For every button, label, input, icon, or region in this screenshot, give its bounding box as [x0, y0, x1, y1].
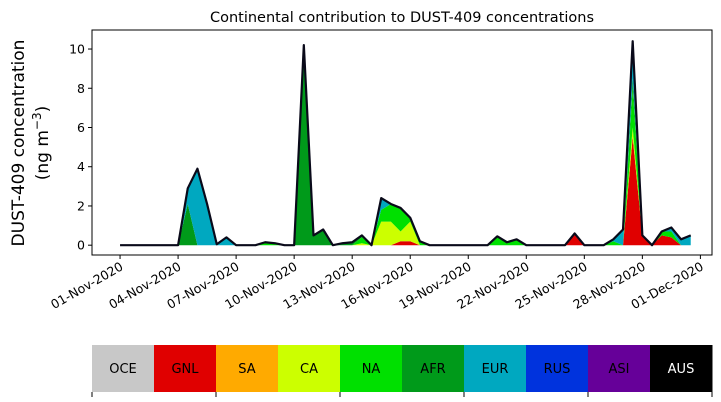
legend-label-rus: RUS [544, 362, 571, 377]
y-tick-label: 10 [69, 42, 85, 57]
legend-label-asi: ASI [609, 362, 630, 377]
legend-label-sa: SA [238, 362, 255, 377]
stacked-areas [120, 40, 692, 247]
legend-label-na: NA [362, 362, 381, 377]
y-tick-label: 0 [77, 238, 85, 253]
y-axis-label: DUST-409 concentration (ng m−3) [9, 40, 53, 247]
legend-label-ca: CA [300, 362, 318, 377]
legend-swatch-aus [650, 345, 713, 392]
legend-swatch-rus [526, 345, 589, 392]
y-tick-label: 6 [77, 120, 85, 135]
y-label-line2: (ng m−3) [30, 106, 53, 181]
legend-swatch-na [340, 345, 403, 392]
legend-label-gnl: GNL [171, 362, 199, 377]
area-gnl [120, 137, 691, 246]
legend-swatch-eur [464, 345, 527, 392]
legend-swatch-gnl [154, 345, 217, 392]
y-tick-label: 8 [77, 81, 85, 96]
y-label-line1: DUST-409 concentration [9, 40, 29, 247]
legend-swatch-afr [402, 345, 465, 392]
area-ca [120, 127, 691, 246]
y-tick-label: 2 [77, 198, 85, 213]
legend-label-oce: OCE [109, 362, 137, 377]
plot-frame [91, 29, 713, 256]
total-line [120, 40, 692, 247]
legend-swatch-oce [92, 345, 155, 392]
legend-colorbar: OCE GNL SA CA NA AFR EUR RUS ASI AUS [91, 345, 713, 397]
legend-swatch-ca [278, 345, 341, 392]
y-tick-label: 4 [77, 159, 85, 174]
legend-label-afr: AFR [420, 362, 445, 377]
axes: 024681001-Nov-202004-Nov-202007-Nov-2020… [48, 42, 706, 313]
legend-swatch-sa [216, 345, 279, 392]
legend-label-eur: EUR [482, 362, 509, 377]
legend-swatch-asi [588, 345, 651, 392]
chart-title: Continental contribution to DUST-409 con… [210, 10, 594, 26]
legend-label-aus: AUS [668, 362, 695, 377]
